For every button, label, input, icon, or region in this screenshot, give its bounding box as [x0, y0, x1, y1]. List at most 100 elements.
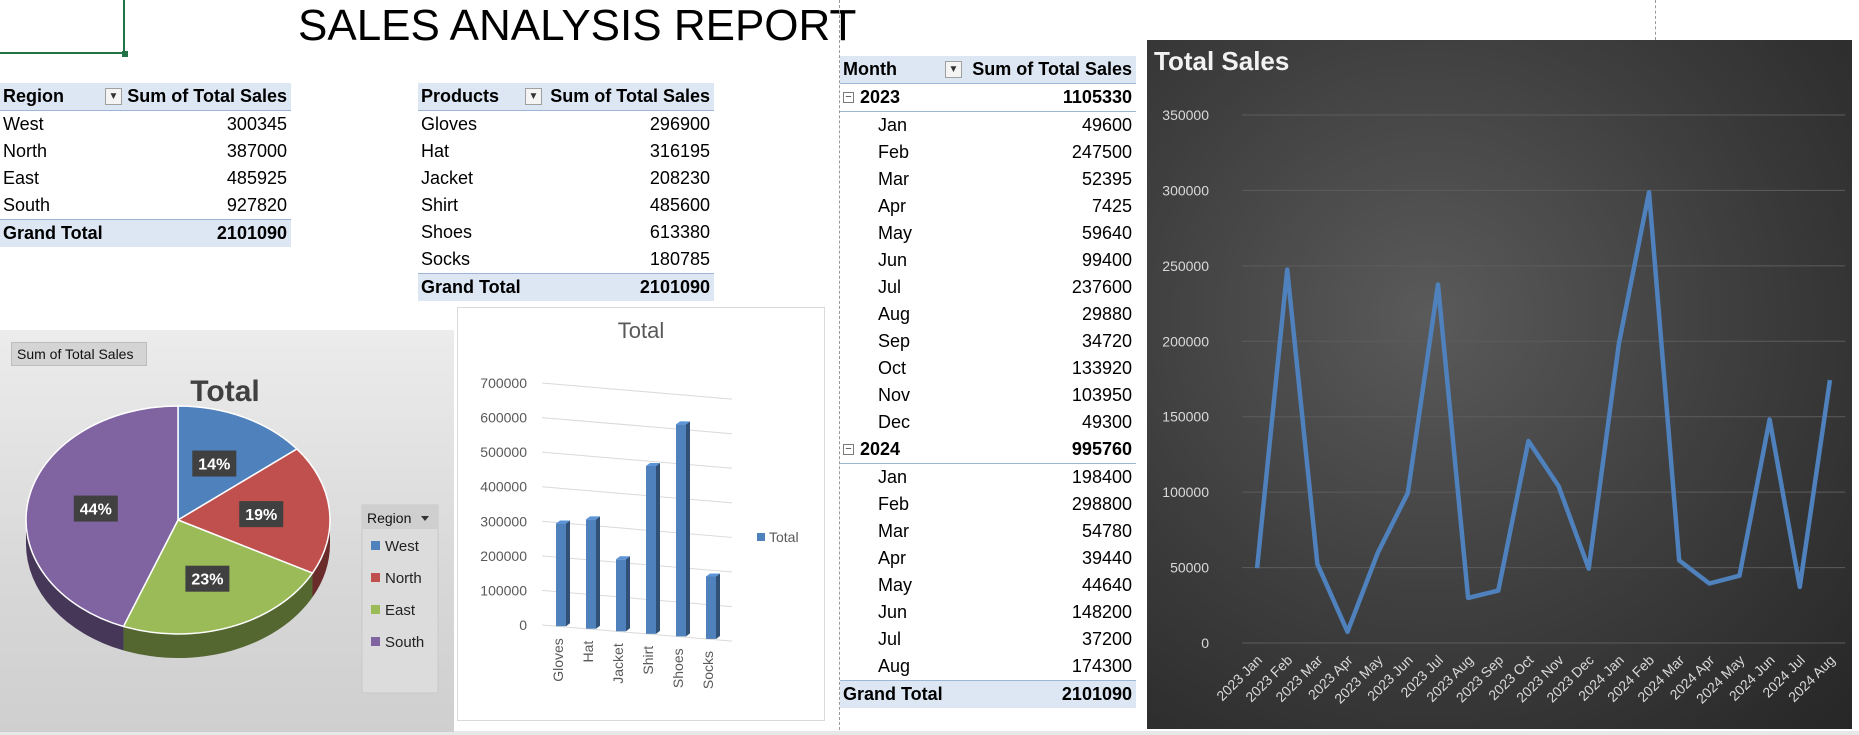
- row-value: 37200: [1081, 629, 1132, 649]
- y-tick-label: 50000: [1170, 560, 1209, 576]
- x-tick-label: Socks: [700, 651, 716, 689]
- row-value: 7425: [1091, 196, 1132, 216]
- row-label: Dec: [878, 412, 911, 432]
- pie-label-box: [239, 501, 284, 528]
- bar-side: [626, 556, 630, 632]
- row-value: 103950: [1071, 385, 1132, 405]
- pie-data-labels: 14% 19% 23% 44%: [73, 450, 284, 592]
- table-row: Gloves 296900: [418, 111, 714, 138]
- legend-item[interactable]: North: [385, 570, 422, 587]
- bar-shirt[interactable]: [646, 465, 656, 634]
- fill-handle[interactable]: [122, 51, 128, 57]
- row-value: 237600: [1071, 277, 1132, 297]
- legend-item[interactable]: West: [385, 538, 420, 555]
- pie-data-label: 19%: [245, 507, 277, 524]
- bar-gridlines: [541, 382, 733, 642]
- row-label: Apr: [878, 548, 907, 568]
- row-value: 133920: [1071, 358, 1132, 378]
- bar-side: [596, 516, 600, 629]
- y-tick-label: 150000: [1162, 409, 1209, 425]
- sort-filter-icon[interactable]: ▼: [945, 61, 962, 78]
- line-chart-panel[interactable]: [1147, 40, 1852, 729]
- grand-total-row: Grand Total 2101090: [840, 680, 1136, 708]
- collapse-icon[interactable]: −: [843, 444, 854, 455]
- year-row-2023[interactable]: − 2023 1105330: [840, 84, 1136, 112]
- row-value: 208230: [649, 168, 710, 188]
- total-sales-line-chart[interactable]: Total Sales 350000 300000 250000 200000 1500…: [1147, 40, 1852, 729]
- total-label: Grand Total: [421, 277, 521, 297]
- y-tick-label: 100000: [480, 582, 527, 598]
- grand-total-row: Grand Total 2101090: [418, 273, 714, 301]
- bar-y-axis-labels: 700000 600000 500000 400000 300000 200000 1000…: [480, 375, 527, 633]
- pie-chart-title: Total: [190, 375, 259, 408]
- row-value: 198400: [1071, 467, 1132, 487]
- year-label: 2023: [860, 87, 901, 107]
- row-value: 49300: [1081, 412, 1132, 432]
- bar-legend: Total: [757, 529, 799, 545]
- total-value: 2101090: [216, 223, 287, 243]
- region-pivot-table: Region ▼ Sum of Total Sales West 300345 N…: [0, 83, 291, 247]
- pie-data-label: 23%: [191, 572, 223, 589]
- line-chart-title: Total Sales: [1154, 46, 1289, 76]
- month-pivot-header: Month ▼ Sum of Total Sales: [840, 56, 1136, 84]
- table-row: Jul 37200: [840, 626, 1136, 653]
- sort-filter-icon[interactable]: ▼: [105, 88, 122, 105]
- row-value: 59640: [1081, 223, 1132, 243]
- legend-item[interactable]: Total: [769, 529, 799, 545]
- row-value: 174300: [1071, 656, 1132, 676]
- row-value: 180785: [649, 249, 710, 269]
- table-row: Jun 99400: [840, 247, 1136, 274]
- line-gridlines: [1242, 114, 1845, 644]
- legend-item[interactable]: East: [385, 602, 416, 619]
- row-label: Jan: [878, 115, 908, 135]
- bar-socks[interactable]: [706, 576, 716, 639]
- legend-swatch: [371, 637, 380, 646]
- month-pivot-table: Month ▼ Sum of Total Sales − 2023 110533…: [840, 56, 1136, 708]
- pie-slice-west[interactable]: [177, 405, 299, 522]
- table-row: Socks 180785: [418, 246, 714, 273]
- row-label: Aug: [878, 304, 911, 324]
- x-tick-label: Hat: [580, 641, 596, 663]
- row-value: 387000: [226, 141, 287, 161]
- legend-swatch: [757, 533, 765, 541]
- row-value: 485600: [649, 195, 710, 215]
- pie-label-box: [192, 450, 237, 477]
- y-tick-label: 200000: [480, 548, 527, 564]
- total-sales-line[interactable]: [1254, 189, 1833, 635]
- row-value: 54780: [1081, 521, 1132, 541]
- bar-chart-panel[interactable]: [457, 307, 825, 721]
- bar-gloves[interactable]: [556, 523, 566, 627]
- legend-item[interactable]: South: [385, 634, 424, 651]
- filter-dropdown-icon[interactable]: [421, 516, 429, 521]
- region-header-value: Sum of Total Sales: [127, 86, 287, 106]
- year-row-2024[interactable]: − 2024 995760: [840, 436, 1136, 464]
- table-row: Nov 103950: [840, 382, 1136, 409]
- filter-dropdown-icon[interactable]: ▼: [525, 88, 542, 105]
- row-label: South: [3, 195, 51, 215]
- bar-shoes[interactable]: [676, 424, 686, 637]
- product-bar-chart[interactable]: Total 700000 600000 500000 400000 300000 2000…: [457, 307, 825, 721]
- row-value: 247500: [1071, 142, 1132, 162]
- gridline: [541, 520, 733, 538]
- bar-top: [676, 421, 690, 425]
- row-value: 49600: [1081, 115, 1132, 135]
- row-label: Apr: [878, 196, 907, 216]
- y-tick-label: 300000: [1162, 182, 1209, 198]
- y-tick-label: 100000: [1162, 484, 1209, 500]
- table-row: Oct 133920: [840, 355, 1136, 382]
- table-row: North 387000: [0, 138, 291, 165]
- row-label: Shirt: [421, 195, 459, 215]
- row-label: Jul: [878, 277, 902, 297]
- bar-hat[interactable]: [586, 519, 596, 629]
- bar-side: [656, 462, 660, 634]
- y-tick-label: 200000: [1162, 333, 1209, 349]
- row-value: 296900: [649, 114, 710, 134]
- report-title: SALES ANALYSIS REPORT: [298, 1, 857, 50]
- gridline: [541, 451, 733, 469]
- pie-field-button[interactable]: Sum of Total Sales: [11, 342, 147, 366]
- region-pie-chart[interactable]: Total 14% 19% 23% 44% Region West North East So…: [0, 330, 454, 732]
- bar-jacket[interactable]: [616, 559, 626, 632]
- collapse-icon[interactable]: −: [843, 92, 854, 103]
- table-row: May 59640: [840, 220, 1136, 247]
- selected-cell[interactable]: [0, 0, 125, 54]
